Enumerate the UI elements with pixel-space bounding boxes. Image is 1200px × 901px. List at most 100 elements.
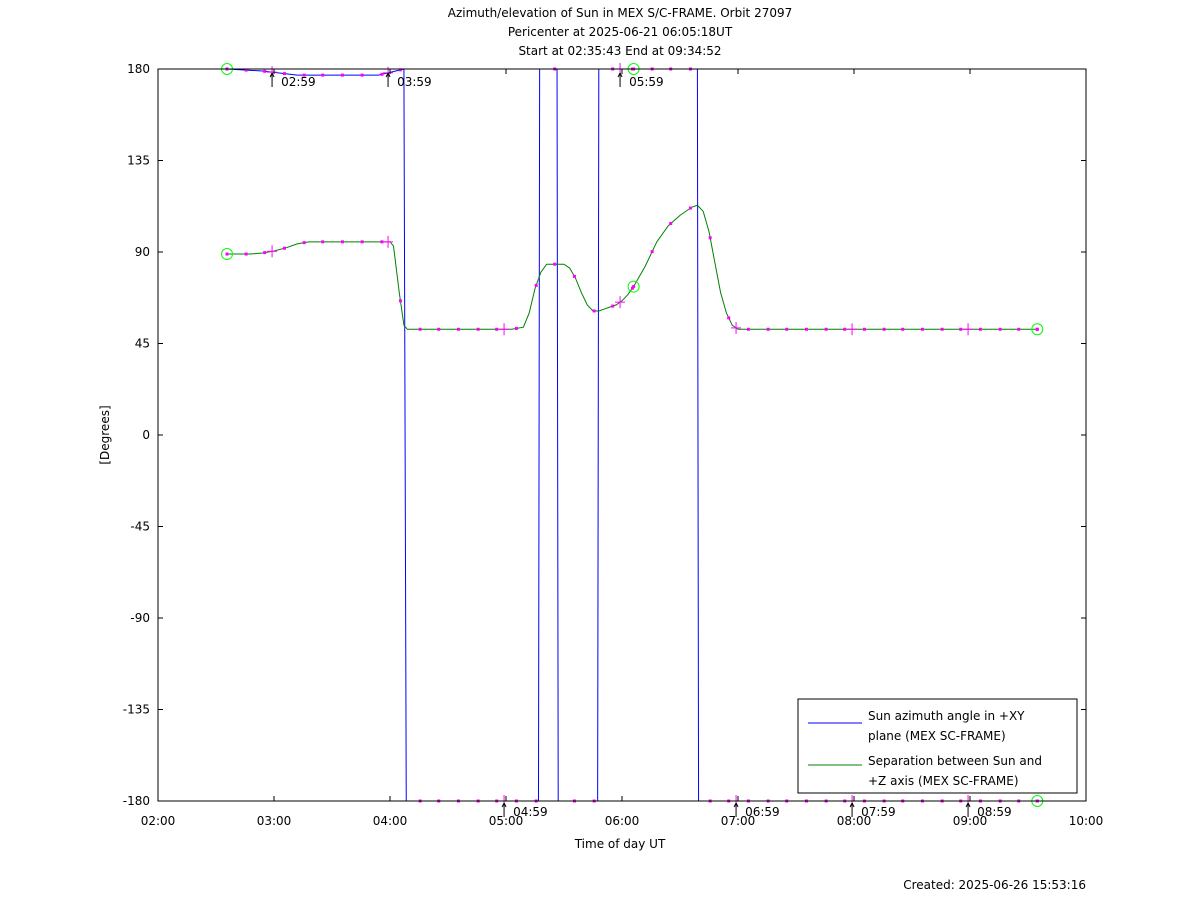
separation-marker — [553, 262, 557, 266]
separation-marker — [998, 327, 1002, 331]
annotation-arrowhead — [617, 72, 621, 78]
azimuth-marker — [340, 73, 344, 77]
separation-marker — [882, 327, 886, 331]
separation-marker — [302, 241, 306, 245]
y-tick-label: 90 — [135, 245, 150, 259]
separation-marker — [669, 222, 673, 226]
annotation-arrowhead — [619, 72, 623, 78]
azimuth-marker — [398, 68, 402, 72]
separation-marker — [727, 316, 731, 320]
x-tick-label: 04:00 — [373, 814, 408, 828]
legend-label-separation-line2: +Z axis (MEX SC-FRAME) — [868, 774, 1019, 788]
endpoint-marker — [627, 280, 640, 293]
annotation-arrowhead — [387, 72, 391, 78]
legend: Sun azimuth angle in +XY plane (MEX SC-F… — [797, 698, 1078, 794]
endpoint-dot — [632, 285, 636, 289]
endpoint-marker — [1031, 323, 1044, 336]
annotation-label: 04:59 — [513, 805, 548, 819]
separation-marker — [321, 240, 325, 244]
annotation-arrowhead — [385, 72, 389, 78]
annotation-label: 02:59 — [281, 75, 316, 89]
azimuth-line — [226, 68, 1038, 802]
legend-label-azimuth-line2: plane (MEX SC-FRAME) — [868, 729, 1006, 743]
separation-marker — [592, 309, 596, 313]
separation-marker — [514, 326, 518, 330]
separation-marker — [398, 299, 402, 303]
separation-marker — [263, 251, 267, 255]
separation-marker — [534, 283, 538, 287]
marker-layer — [221, 63, 1044, 807]
separation-marker — [843, 327, 847, 331]
separation-marker — [360, 240, 364, 244]
annotation-label: 06:59 — [745, 805, 780, 819]
annotation-label: 05:59 — [629, 75, 664, 89]
endpoint-dot — [225, 252, 229, 256]
azimuth-marker — [302, 73, 306, 77]
data-series-layer — [226, 68, 1038, 802]
plot-frame — [157, 68, 1087, 802]
annotation-arrowhead — [851, 802, 855, 808]
x-tick-label: 03:00 — [257, 814, 292, 828]
separation-marker — [282, 246, 286, 250]
separation-marker — [862, 327, 866, 331]
y-tick-labels: 180 135 90 45 0 -45 -90 -135 -180 — [123, 62, 150, 808]
y-tick-label: -180 — [123, 794, 150, 808]
x-tick-label: 09:00 — [953, 814, 988, 828]
separation-marker — [785, 327, 789, 331]
azimuth-marker — [360, 73, 364, 77]
x-tick-label: 05:00 — [489, 814, 524, 828]
separation-marker — [244, 252, 248, 256]
azimuth-marker — [263, 69, 267, 73]
azimuth-marker — [244, 68, 248, 72]
chart-title-line2: Pericenter at 2025-06-21 06:05:18UT — [508, 25, 733, 39]
annotation-arrowhead — [735, 802, 739, 808]
annotation-label: 07:59 — [861, 805, 896, 819]
y-tick-label: -45 — [130, 520, 150, 534]
separation-marker — [746, 327, 750, 331]
annotation-arrowhead — [849, 802, 853, 808]
annotation-layer: 02:59 03:59 05:59 04:59 06:59 07:59 08:59 — [269, 72, 1012, 819]
separation-marker — [380, 240, 384, 244]
y-tick-label: 135 — [127, 154, 150, 168]
separation-marker — [418, 327, 422, 331]
separation-line — [227, 204, 1038, 330]
azimuth-marker — [380, 72, 384, 76]
y-tick-label: 0 — [142, 428, 150, 442]
created-timestamp: Created: 2025-06-26 15:53:16 — [903, 878, 1086, 892]
x-tick-label: 07:00 — [721, 814, 756, 828]
annotation-arrowhead — [269, 72, 273, 78]
endpoint-dot — [1035, 327, 1039, 331]
annotation-arrowhead — [733, 802, 737, 808]
separation-marker — [495, 327, 499, 331]
annotation-arrowhead — [271, 72, 275, 78]
y-tick-label: -135 — [123, 703, 150, 717]
legend-box — [797, 698, 1078, 794]
separation-marker — [804, 327, 808, 331]
annotation-label: 08:59 — [977, 805, 1012, 819]
x-tick-label: 06:00 — [605, 814, 640, 828]
legend-label-azimuth-line1: Sun azimuth angle in +XY — [868, 709, 1025, 723]
separation-marker — [1017, 327, 1021, 331]
separation-marker — [476, 327, 480, 331]
annotation-arrowhead — [503, 802, 507, 808]
separation-marker — [630, 286, 634, 290]
y-tick-label: 45 — [135, 337, 150, 351]
x-tick-label: 10:00 — [1069, 814, 1104, 828]
separation-marker — [650, 250, 654, 254]
x-axis-label: Time of day UT — [574, 837, 666, 851]
separation-marker — [901, 327, 905, 331]
axis-ticks — [157, 68, 1087, 802]
legend-label-separation-line1: Separation between Sun and — [868, 754, 1042, 768]
chart-title-line1: Azimuth/elevation of Sun in MEX S/C-FRAM… — [448, 6, 793, 20]
x-tick-label: 02:00 — [141, 814, 176, 828]
separation-marker — [708, 236, 712, 240]
separation-marker — [340, 240, 344, 244]
separation-marker — [456, 327, 460, 331]
annotation-arrowhead — [965, 802, 969, 808]
y-axis-label: [Degrees] — [98, 405, 112, 464]
x-tick-labels: 02:00 03:00 04:00 05:00 06:00 07:00 08:00 09:00… — [141, 814, 1104, 828]
azimuth-marker — [282, 72, 286, 76]
separation-marker — [766, 327, 770, 331]
separation-marker — [688, 206, 692, 210]
